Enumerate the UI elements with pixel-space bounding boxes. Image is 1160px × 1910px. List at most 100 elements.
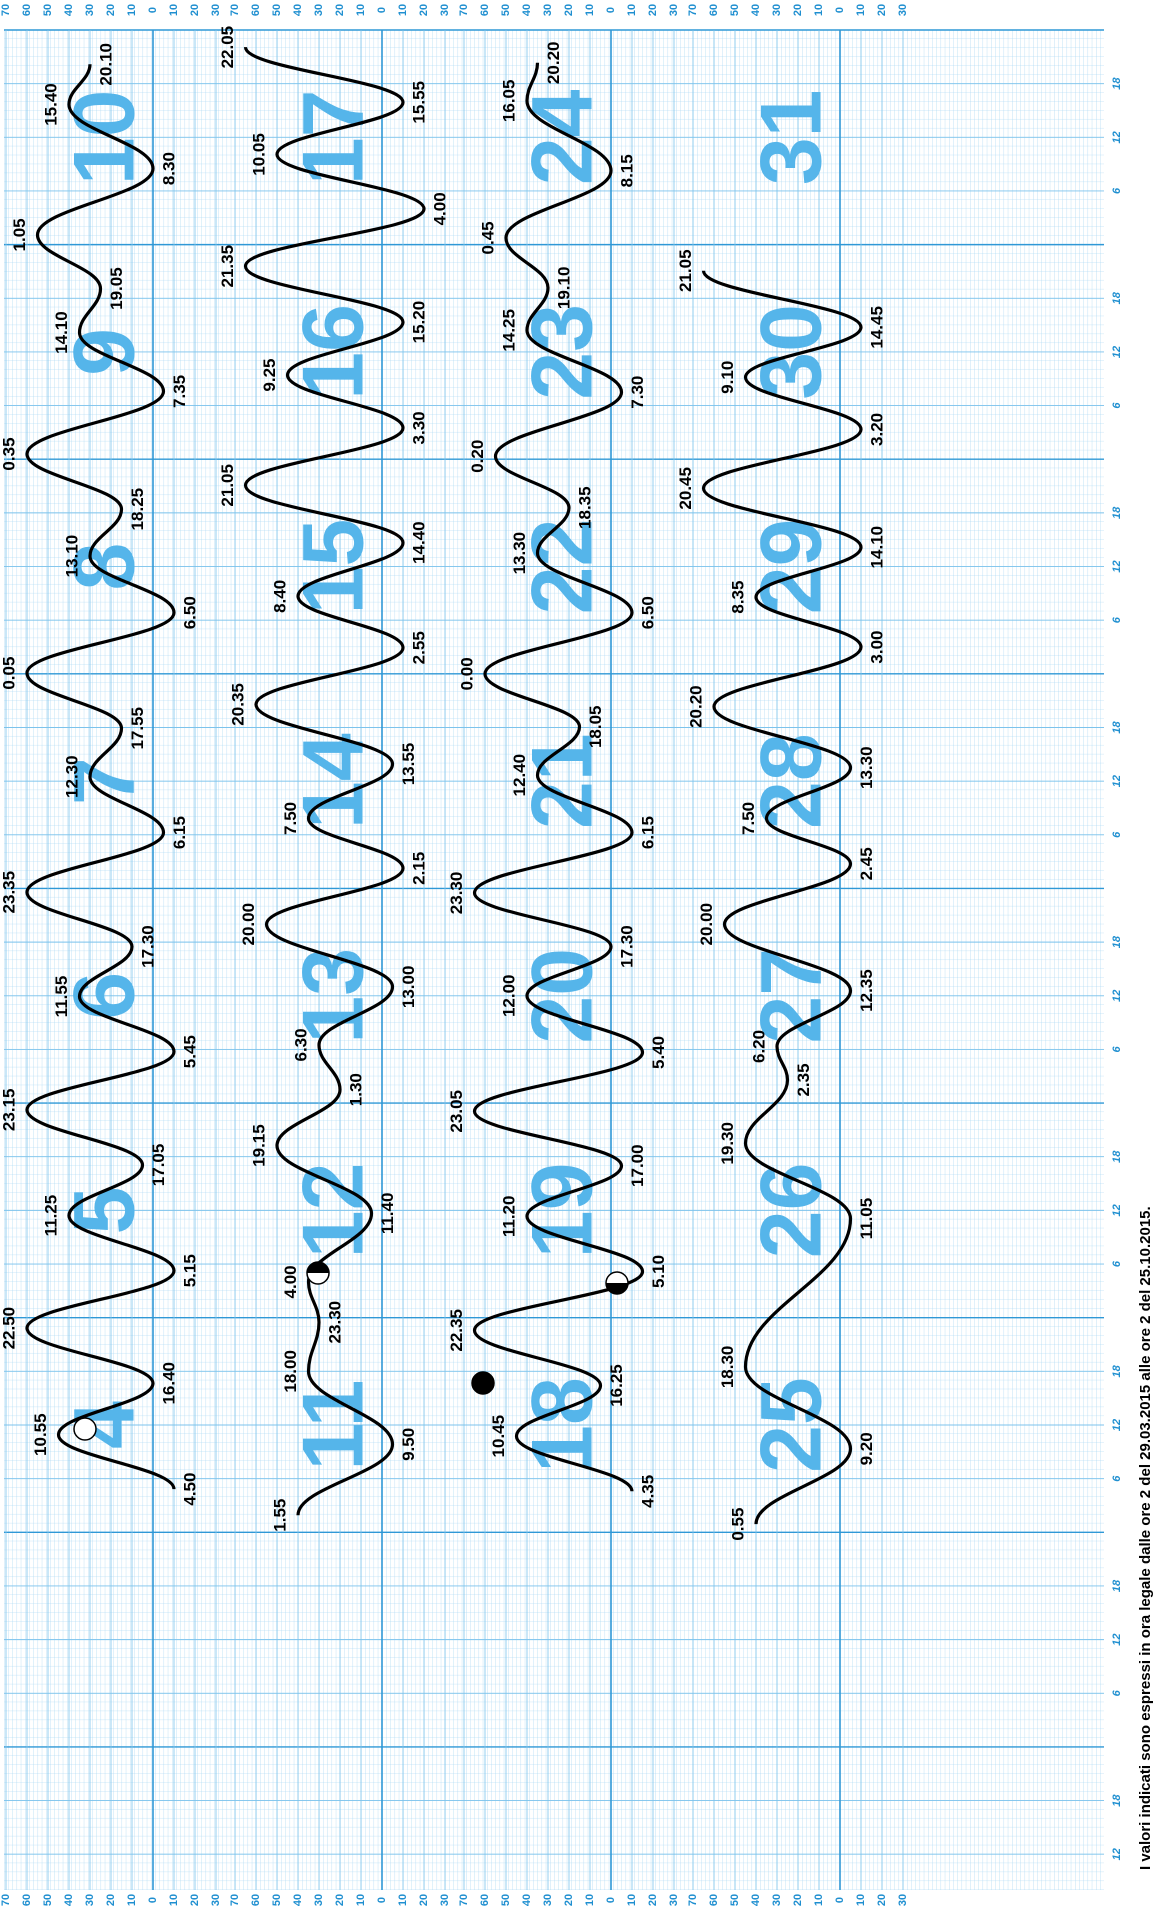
y-tick-label: 30: [313, 4, 325, 16]
y-tick-label: 30: [439, 1894, 451, 1906]
time-label: 16.25: [607, 1364, 626, 1407]
y-tick-label: 20: [876, 1894, 888, 1906]
y-tick-label: 10: [397, 4, 409, 16]
y-tick-label: 70: [687, 1894, 699, 1906]
time-label: 17.05: [149, 1144, 168, 1187]
y-tick-label: 10: [355, 4, 367, 16]
y-tick-label: 20: [647, 1894, 659, 1906]
x-tick-label: 18: [1111, 291, 1123, 304]
time-label: 9.25: [260, 358, 279, 391]
y-tick-label: 40: [292, 1894, 304, 1906]
day-number: 5: [57, 1186, 153, 1234]
time-label: 1.05: [10, 218, 29, 251]
y-tick-label: 20: [105, 4, 117, 16]
y-tick-label: 70: [229, 1894, 241, 1906]
y-tick-label: 30: [771, 4, 783, 16]
time-label: 4.00: [281, 1265, 300, 1298]
time-label: 17.00: [628, 1144, 647, 1187]
time-label: 2.15: [409, 852, 428, 885]
y-tick-label: 70: [458, 1894, 470, 1906]
x-tick-label: 12: [1111, 560, 1123, 572]
tide-curve: [472, 62, 645, 1492]
day-number: 12: [286, 1163, 382, 1259]
time-label: 23.35: [0, 871, 18, 914]
time-label: 0.35: [0, 437, 18, 470]
y-tick-label: 40: [521, 1894, 533, 1906]
y-tick-label: 60: [250, 4, 262, 16]
y-tick-label: 30: [439, 4, 451, 16]
day-number: 10: [57, 89, 153, 185]
time-label: 15.55: [409, 81, 428, 124]
tide-curve: [701, 270, 863, 1525]
y-tick-label: 20: [647, 4, 659, 16]
time-label: 22.05: [218, 26, 237, 69]
y-tick-label: 30: [668, 4, 680, 16]
x-tick-label: 6: [1111, 1045, 1123, 1052]
time-label: 22.50: [0, 1307, 18, 1350]
time-label: 0.20: [468, 440, 487, 473]
time-label: 19.15: [249, 1124, 268, 1167]
x-tick-label: 6: [1111, 616, 1123, 623]
y-tick-label: 60: [479, 1894, 491, 1906]
y-tick-label: 60: [479, 4, 491, 16]
x-tick-label: 6: [1111, 831, 1123, 838]
y-tick-label: 10: [813, 1894, 825, 1906]
time-label: 9.20: [857, 1432, 876, 1465]
day-number: 24: [515, 89, 611, 185]
y-tick-label: 20: [876, 4, 888, 16]
time-label: 7.30: [628, 376, 647, 409]
y-tick-label: 30: [542, 1894, 554, 1906]
y-tick-label: 20: [189, 1894, 201, 1906]
time-label: 4.35: [638, 1475, 657, 1508]
time-label: 6.30: [291, 1028, 310, 1061]
y-tick-label: 60: [21, 1894, 33, 1906]
x-tick-label: 12: [1111, 346, 1123, 358]
y-tick-label: 30: [210, 4, 222, 16]
x-tick-label: 18: [1111, 1150, 1123, 1163]
y-tick-label: 20: [563, 1894, 575, 1906]
x-tick-label: 18: [1111, 935, 1123, 948]
x-tick-label: 18: [1111, 721, 1123, 734]
time-label: 13.30: [857, 746, 876, 789]
y-tick-label: 30: [313, 1894, 325, 1906]
time-label: 18.05: [586, 705, 605, 748]
time-label: 8.40: [270, 580, 289, 613]
time-label: 8.35: [728, 581, 747, 614]
time-label: 3.00: [867, 630, 886, 663]
time-label: 3.30: [409, 411, 428, 444]
day-number: 28: [744, 733, 840, 829]
moon-phase: [73, 1417, 97, 1441]
time-label: 5.15: [180, 1254, 199, 1287]
time-label: 12.35: [857, 969, 876, 1012]
time-label: 10.55: [31, 1413, 50, 1456]
x-tick-label: 18: [1111, 1364, 1123, 1377]
time-label: 2.45: [857, 847, 876, 880]
y-tick-label: 10: [626, 4, 638, 16]
y-tick-label: 30: [668, 1894, 680, 1906]
time-label: 6.20: [749, 1030, 768, 1063]
moon-phase: [471, 1371, 495, 1395]
time-label: 0.05: [0, 657, 18, 690]
time-label: 16.40: [159, 1362, 178, 1405]
time-label: 19.05: [107, 267, 126, 310]
time-label: 21.35: [218, 245, 237, 288]
y-tick-label: 20: [563, 4, 575, 16]
time-label: 2.35: [794, 1063, 813, 1096]
day-number: 17: [286, 89, 382, 185]
time-label: 11.20: [499, 1196, 518, 1238]
time-label: 17.55: [128, 707, 147, 750]
time-label: 23.30: [325, 1301, 344, 1344]
tide-curve: [25, 64, 176, 1490]
day-number: 31: [744, 89, 840, 185]
time-label: 19.10: [554, 267, 573, 310]
y-tick-label: 50: [729, 1894, 741, 1906]
y-tick-label: 60: [708, 1894, 720, 1906]
y-tick-label: 70: [0, 1894, 12, 1906]
y-tick-label: 0: [605, 1897, 617, 1903]
y-tick-label: 10: [126, 1894, 138, 1906]
y-tick-label: 40: [521, 4, 533, 16]
y-tick-label: 30: [897, 4, 909, 16]
y-tick-label: 20: [189, 4, 201, 16]
time-label: 21.05: [676, 249, 695, 292]
x-tick-label: 6: [1111, 1475, 1123, 1482]
